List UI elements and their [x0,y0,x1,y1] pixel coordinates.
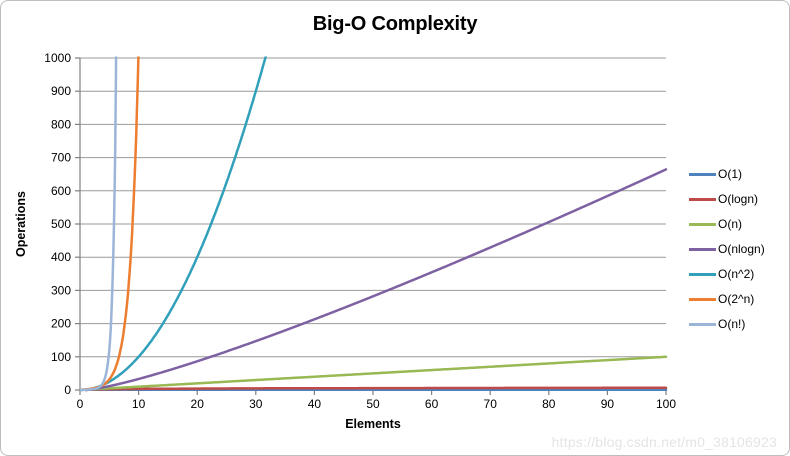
legend-label: O(2^n) [718,292,755,306]
legend-label: O(nlogn) [718,242,765,256]
legend-line-swatch [689,197,716,201]
legend: O(1) O(logn) O(n) O(nlogn) O(n^2) O(2^n) O(n!) [689,166,765,332]
x-tick-label: 90 [601,397,615,411]
x-tick-label: 100 [656,397,676,411]
legend-label: O(n) [718,217,742,231]
legend-item: O(1) [689,166,765,182]
y-axis-title: Operations [14,191,28,257]
series-line-O(nlogn) [84,168,668,392]
y-tick-label: 700 [51,151,71,165]
y-tick-label: 800 [51,117,71,131]
x-tick-label: 40 [308,397,322,411]
x-tick-label: 10 [132,397,146,411]
y-tick-label: 900 [51,84,71,98]
x-tick-label: 60 [425,397,439,411]
legend-line-swatch [689,222,716,226]
legend-label: O(n!) [718,317,746,331]
legend-item: O(n!) [689,316,765,332]
legend-line-swatch [689,297,716,301]
x-tick-label: 30 [249,397,263,411]
x-tick-label: 20 [191,397,205,411]
legend-line-swatch [689,322,716,326]
legend-item: O(n) [689,216,765,232]
y-tick-label: 200 [51,317,71,331]
legend-item: O(n^2) [689,266,765,282]
series-line-O(n) [80,355,668,392]
x-tick-label: 50 [366,397,380,411]
legend-line-swatch [689,272,716,276]
series-line-O(n!) [80,56,118,391]
legend-item: O(2^n) [689,291,765,307]
legend-line-swatch [689,172,716,176]
chart-title: Big-O Complexity [312,13,478,35]
legend-label: O(n^2) [718,267,755,281]
y-tick-label: 600 [51,184,71,198]
series-line-O(n^2) [80,56,268,392]
legend-item: O(logn) [689,191,765,207]
series-line-O(logn) [84,386,668,392]
x-tick-label: 70 [484,397,498,411]
x-tick-label: 80 [542,397,556,411]
legend-item: O(nlogn) [689,241,765,257]
legend-label: O(logn) [718,192,759,206]
y-tick-label: 100 [51,350,71,364]
x-tick-label: 0 [77,397,84,411]
y-tick-label: 1000 [44,51,71,65]
legend-line-swatch [689,247,716,251]
x-axis-title: Elements [345,417,401,431]
y-tick-label: 0 [64,383,71,397]
y-tick-label: 300 [51,283,71,297]
y-tick-label: 400 [51,250,71,264]
watermark: https://blog.csdn.net/m0_38106923 [551,434,777,450]
y-tick-label: 500 [51,217,71,231]
legend-label: O(1) [718,167,742,181]
